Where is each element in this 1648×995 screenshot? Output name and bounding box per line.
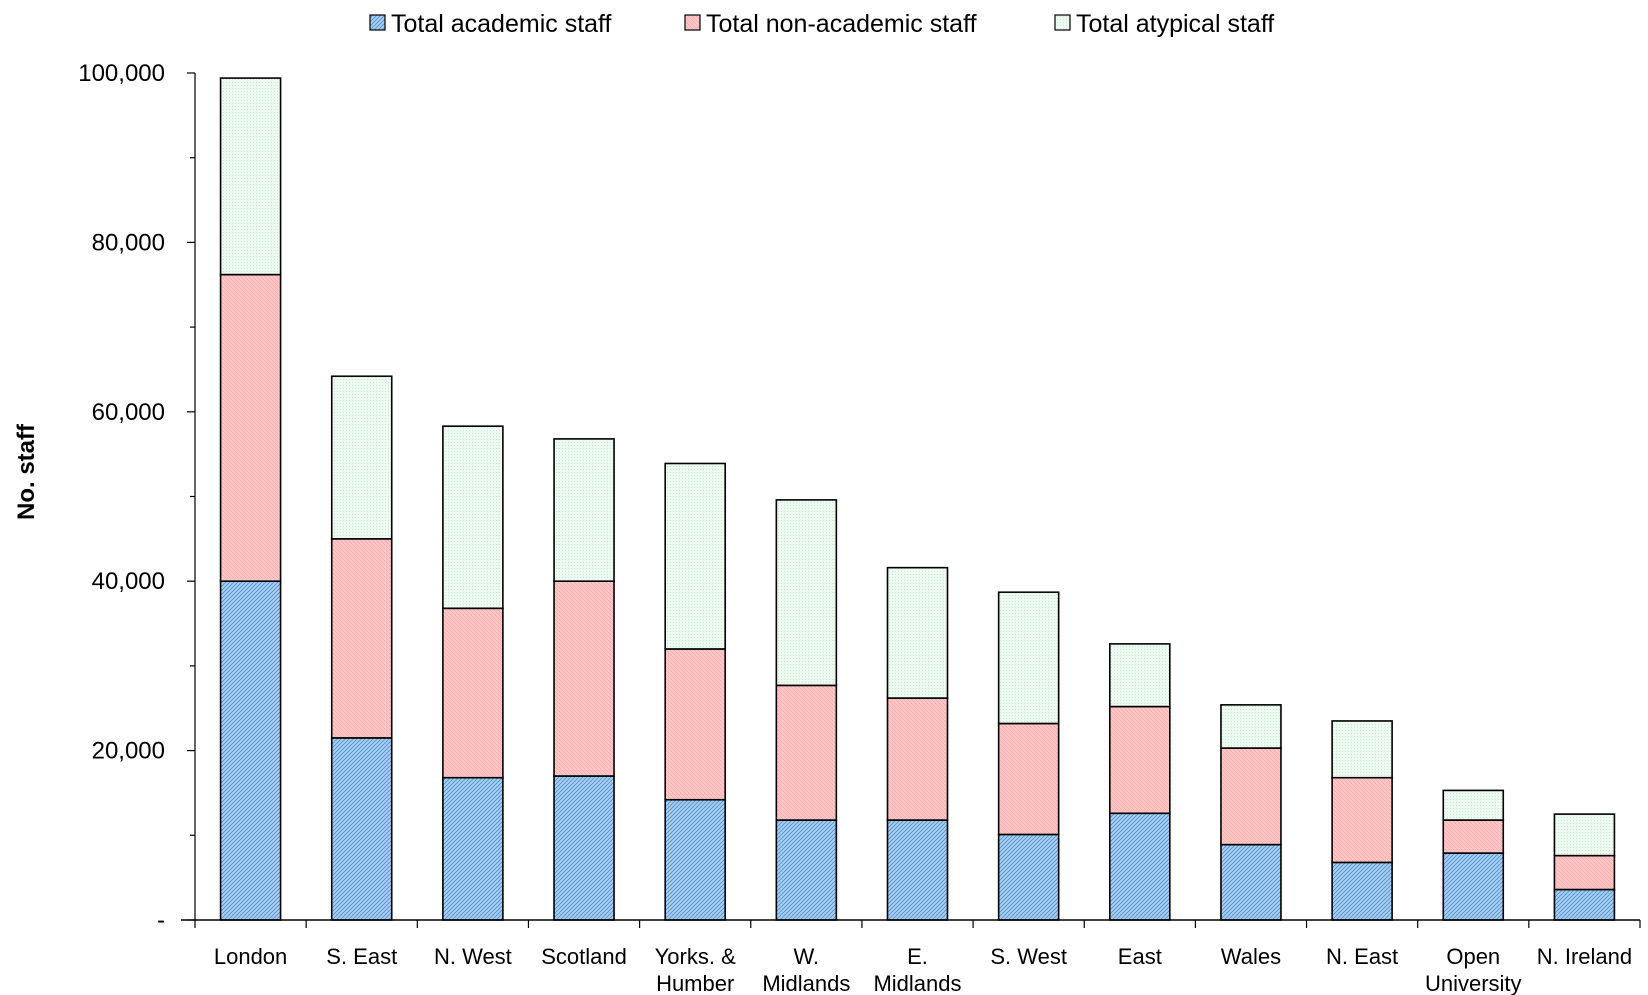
x-category-label: Yorks. & Humber [655, 944, 736, 995]
bar-segment [332, 376, 392, 539]
bar-segment [999, 723, 1059, 834]
bar-segment [776, 500, 836, 685]
bar-segment [1110, 813, 1170, 920]
bar-segment [665, 800, 725, 920]
bar-segment [554, 439, 614, 581]
bar-segment [221, 581, 281, 920]
legend-swatch [685, 15, 700, 30]
x-category-label: Open University [1425, 944, 1522, 995]
bar-segment [1443, 790, 1503, 820]
bar-segment [1221, 748, 1281, 845]
x-axis: London S. East N. West Scotland Yorks. & Humb… [181, 920, 1640, 995]
bar-segment [332, 539, 392, 738]
x-category-label: London [214, 944, 287, 969]
bar-segment [443, 778, 503, 920]
bar-segment [1221, 845, 1281, 920]
x-category-label: W. Midlands [762, 944, 850, 995]
bar-segment [776, 685, 836, 820]
bar-segment [1332, 862, 1392, 920]
bar-segment [1554, 856, 1614, 890]
x-category-label: Scotland [541, 944, 627, 969]
y-tick-label: 100,000 [78, 60, 165, 87]
legend-label: Total non-academic staff [706, 10, 977, 38]
y-tick-label: 20,000 [92, 738, 165, 765]
legend-swatch [370, 15, 385, 30]
x-category-label: N. East [1326, 944, 1398, 969]
bar-segment [332, 738, 392, 920]
y-tick-label: 60,000 [92, 399, 165, 426]
y-axis-title: No. staff [13, 423, 40, 520]
y-tick-label: - [157, 907, 165, 934]
bar-segment [888, 568, 948, 698]
x-category-label: N. West [434, 944, 512, 969]
bar-segment [1554, 814, 1614, 856]
bars [221, 78, 1615, 920]
bar-segment [888, 820, 948, 920]
bar-segment [999, 592, 1059, 723]
bar-segment [1221, 705, 1281, 748]
x-category-label: East [1118, 944, 1162, 969]
bar-segment [1332, 778, 1392, 863]
bar-segment [665, 649, 725, 800]
bar-segment [221, 78, 281, 275]
x-category-label: E. Midlands [873, 944, 961, 995]
bar-segment [1110, 644, 1170, 707]
y-tick-label: 40,000 [92, 568, 165, 595]
bar-segment [1554, 890, 1614, 920]
legend-label: Total atypical staff [1076, 10, 1274, 38]
x-category-label: N. Ireland [1537, 944, 1632, 969]
legend-swatch [1055, 15, 1070, 30]
bar-segment [888, 698, 948, 820]
bar-segment [1443, 853, 1503, 920]
legend-label: Total academic staff [391, 10, 612, 38]
x-category-label: S. West [990, 944, 1067, 969]
bar-segment [443, 608, 503, 777]
bar-segment [554, 581, 614, 776]
bar-segment [1110, 707, 1170, 814]
x-category-label: S. East [326, 944, 397, 969]
legend: Total academic staff Total non-academic s… [370, 10, 1274, 38]
bar-segment [554, 776, 614, 920]
bar-segment [443, 426, 503, 608]
bar-segment [776, 820, 836, 920]
x-category-label: Wales [1221, 944, 1281, 969]
y-axis: - 20,000 40,000 60,000 80,000 100,000 [78, 60, 195, 934]
bar-segment [1332, 721, 1392, 778]
bar-segment [999, 834, 1059, 920]
bar-segment [665, 463, 725, 648]
bar-segment [1443, 820, 1503, 853]
bar-segment [221, 275, 281, 582]
y-tick-label: 80,000 [92, 229, 165, 256]
